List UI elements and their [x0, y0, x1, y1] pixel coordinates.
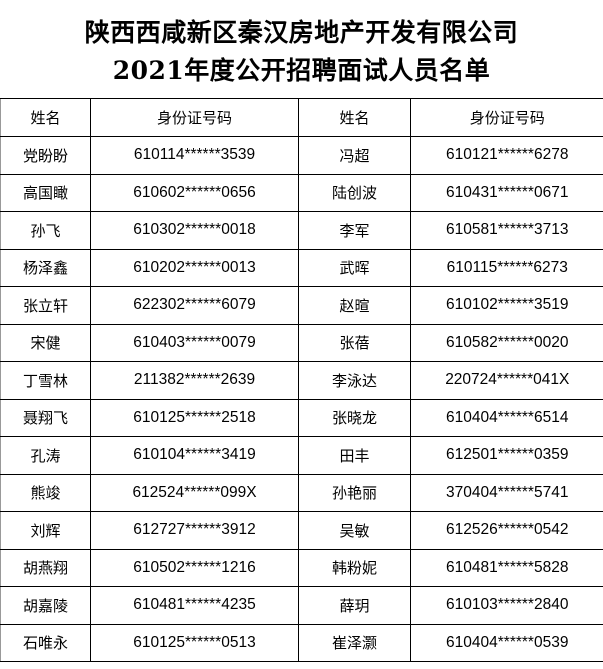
candidate-id: 211382******2639	[90, 361, 299, 400]
candidate-id: 610502******1216	[90, 548, 299, 587]
candidate-name: 韩粉妮	[298, 548, 411, 587]
candidate-id: 610431******0671	[410, 173, 603, 212]
candidate-id: 610125******2518	[90, 398, 299, 437]
table-row: 党盼盼 610114******3539 冯超 610121******6278	[0, 136, 603, 175]
table-row: 熊竣 612524******099X 孙艳丽 370404******5741	[0, 473, 603, 512]
candidate-id: 610481******5828	[410, 548, 603, 587]
table-row: 孔涛 610104******3419 田丰 612501******0359	[0, 436, 603, 475]
candidate-name: 张蓓	[298, 323, 411, 362]
document-subtitle: 2021年度公开招聘面试人员名单	[112, 56, 491, 85]
candidate-id: 610403******0079	[90, 323, 299, 362]
candidate-name: 孙飞	[0, 211, 91, 250]
candidate-name: 胡燕翔	[0, 548, 91, 587]
candidate-id: 610115******6273	[410, 248, 603, 287]
table-row: 宋健 610403******0079 张蓓 610582******0020	[0, 323, 603, 362]
candidate-id: 610302******0018	[90, 211, 299, 250]
table-row: 胡嘉陵 610481******4235 薛玥 610103******2840	[0, 586, 603, 625]
table-row: 杨泽鑫 610202******0013 武晖 610115******6273	[0, 248, 603, 287]
candidate-name: 李泳达	[298, 361, 411, 400]
candidate-name: 熊竣	[0, 473, 91, 512]
table-row: 胡燕翔 610502******1216 韩粉妮 610481******5828	[0, 548, 603, 587]
candidate-name: 田丰	[298, 436, 411, 475]
candidate-id: 610582******0020	[410, 323, 603, 362]
candidate-name: 张晓龙	[298, 398, 411, 437]
table-row: 石唯永 610125******0513 崔泽灏 610404******0539	[0, 623, 603, 662]
header-name: 姓名	[0, 98, 91, 137]
candidate-id: 612501******0359	[410, 436, 603, 475]
candidate-name: 聂翔飞	[0, 398, 91, 437]
table-row: 刘辉 612727******3912 吴敏 612526******0542	[0, 511, 603, 550]
table-row: 孙飞 610302******0018 李军 610581******3713	[0, 211, 603, 250]
candidate-name: 孔涛	[0, 436, 91, 475]
candidate-id: 610581******3713	[410, 211, 603, 250]
candidate-name: 党盼盼	[0, 136, 91, 175]
candidate-name: 胡嘉陵	[0, 586, 91, 625]
candidate-id: 610114******3539	[90, 136, 299, 175]
candidate-name: 刘辉	[0, 511, 91, 550]
header-id: 身份证号码	[90, 98, 299, 137]
candidate-name: 石唯永	[0, 623, 91, 662]
candidate-name: 高国瞰	[0, 173, 91, 212]
candidate-id: 610125******0513	[90, 623, 299, 662]
candidate-id: 622302******6079	[90, 286, 299, 325]
candidate-name: 宋健	[0, 323, 91, 362]
table-row: 高国瞰 610602******0656 陆创波 610431******0671	[0, 173, 603, 212]
candidate-id: 612524******099X	[90, 473, 299, 512]
candidate-id: 612526******0542	[410, 511, 603, 550]
candidate-id: 610103******2840	[410, 586, 603, 625]
table-row: 张立轩 622302******6079 赵暄 610102******3519	[0, 286, 603, 325]
candidate-id: 220724******041X	[410, 361, 603, 400]
candidate-id: 610121******6278	[410, 136, 603, 175]
candidate-name: 李军	[298, 211, 411, 250]
candidate-name: 杨泽鑫	[0, 248, 91, 287]
candidate-id: 610481******4235	[90, 586, 299, 625]
candidate-id: 370404******5741	[410, 473, 603, 512]
candidate-name: 丁雪林	[0, 361, 91, 400]
candidate-name: 吴敏	[298, 511, 411, 550]
candidate-id: 610202******0013	[90, 248, 299, 287]
header-name: 姓名	[298, 98, 411, 137]
header-id: 身份证号码	[410, 98, 603, 137]
candidate-name: 冯超	[298, 136, 411, 175]
candidate-id: 610104******3419	[90, 436, 299, 475]
candidate-id: 612727******3912	[90, 511, 299, 550]
table-row: 聂翔飞 610125******2518 张晓龙 610404******6514	[0, 398, 603, 437]
candidate-id: 610404******0539	[410, 623, 603, 662]
candidate-name: 张立轩	[0, 286, 91, 325]
candidate-table: 姓名 身份证号码 姓名 身份证号码 党盼盼 610114******3539 冯超 6…	[0, 98, 603, 662]
candidate-name: 赵暄	[298, 286, 411, 325]
document-title: 陕西西咸新区秦汉房地产开发有限公司	[84, 18, 519, 47]
candidate-name: 陆创波	[298, 173, 411, 212]
candidate-name: 武晖	[298, 248, 411, 287]
candidate-name: 崔泽灏	[298, 623, 411, 662]
table-row: 丁雪林 211382******2639 李泳达 220724******041X	[0, 361, 603, 400]
candidate-id: 610602******0656	[90, 173, 299, 212]
candidate-name: 孙艳丽	[298, 473, 411, 512]
candidate-name: 薛玥	[298, 586, 411, 625]
candidate-id: 610102******3519	[410, 286, 603, 325]
candidate-id: 610404******6514	[410, 398, 603, 437]
header-row: 姓名 身份证号码 姓名 身份证号码	[0, 98, 603, 137]
